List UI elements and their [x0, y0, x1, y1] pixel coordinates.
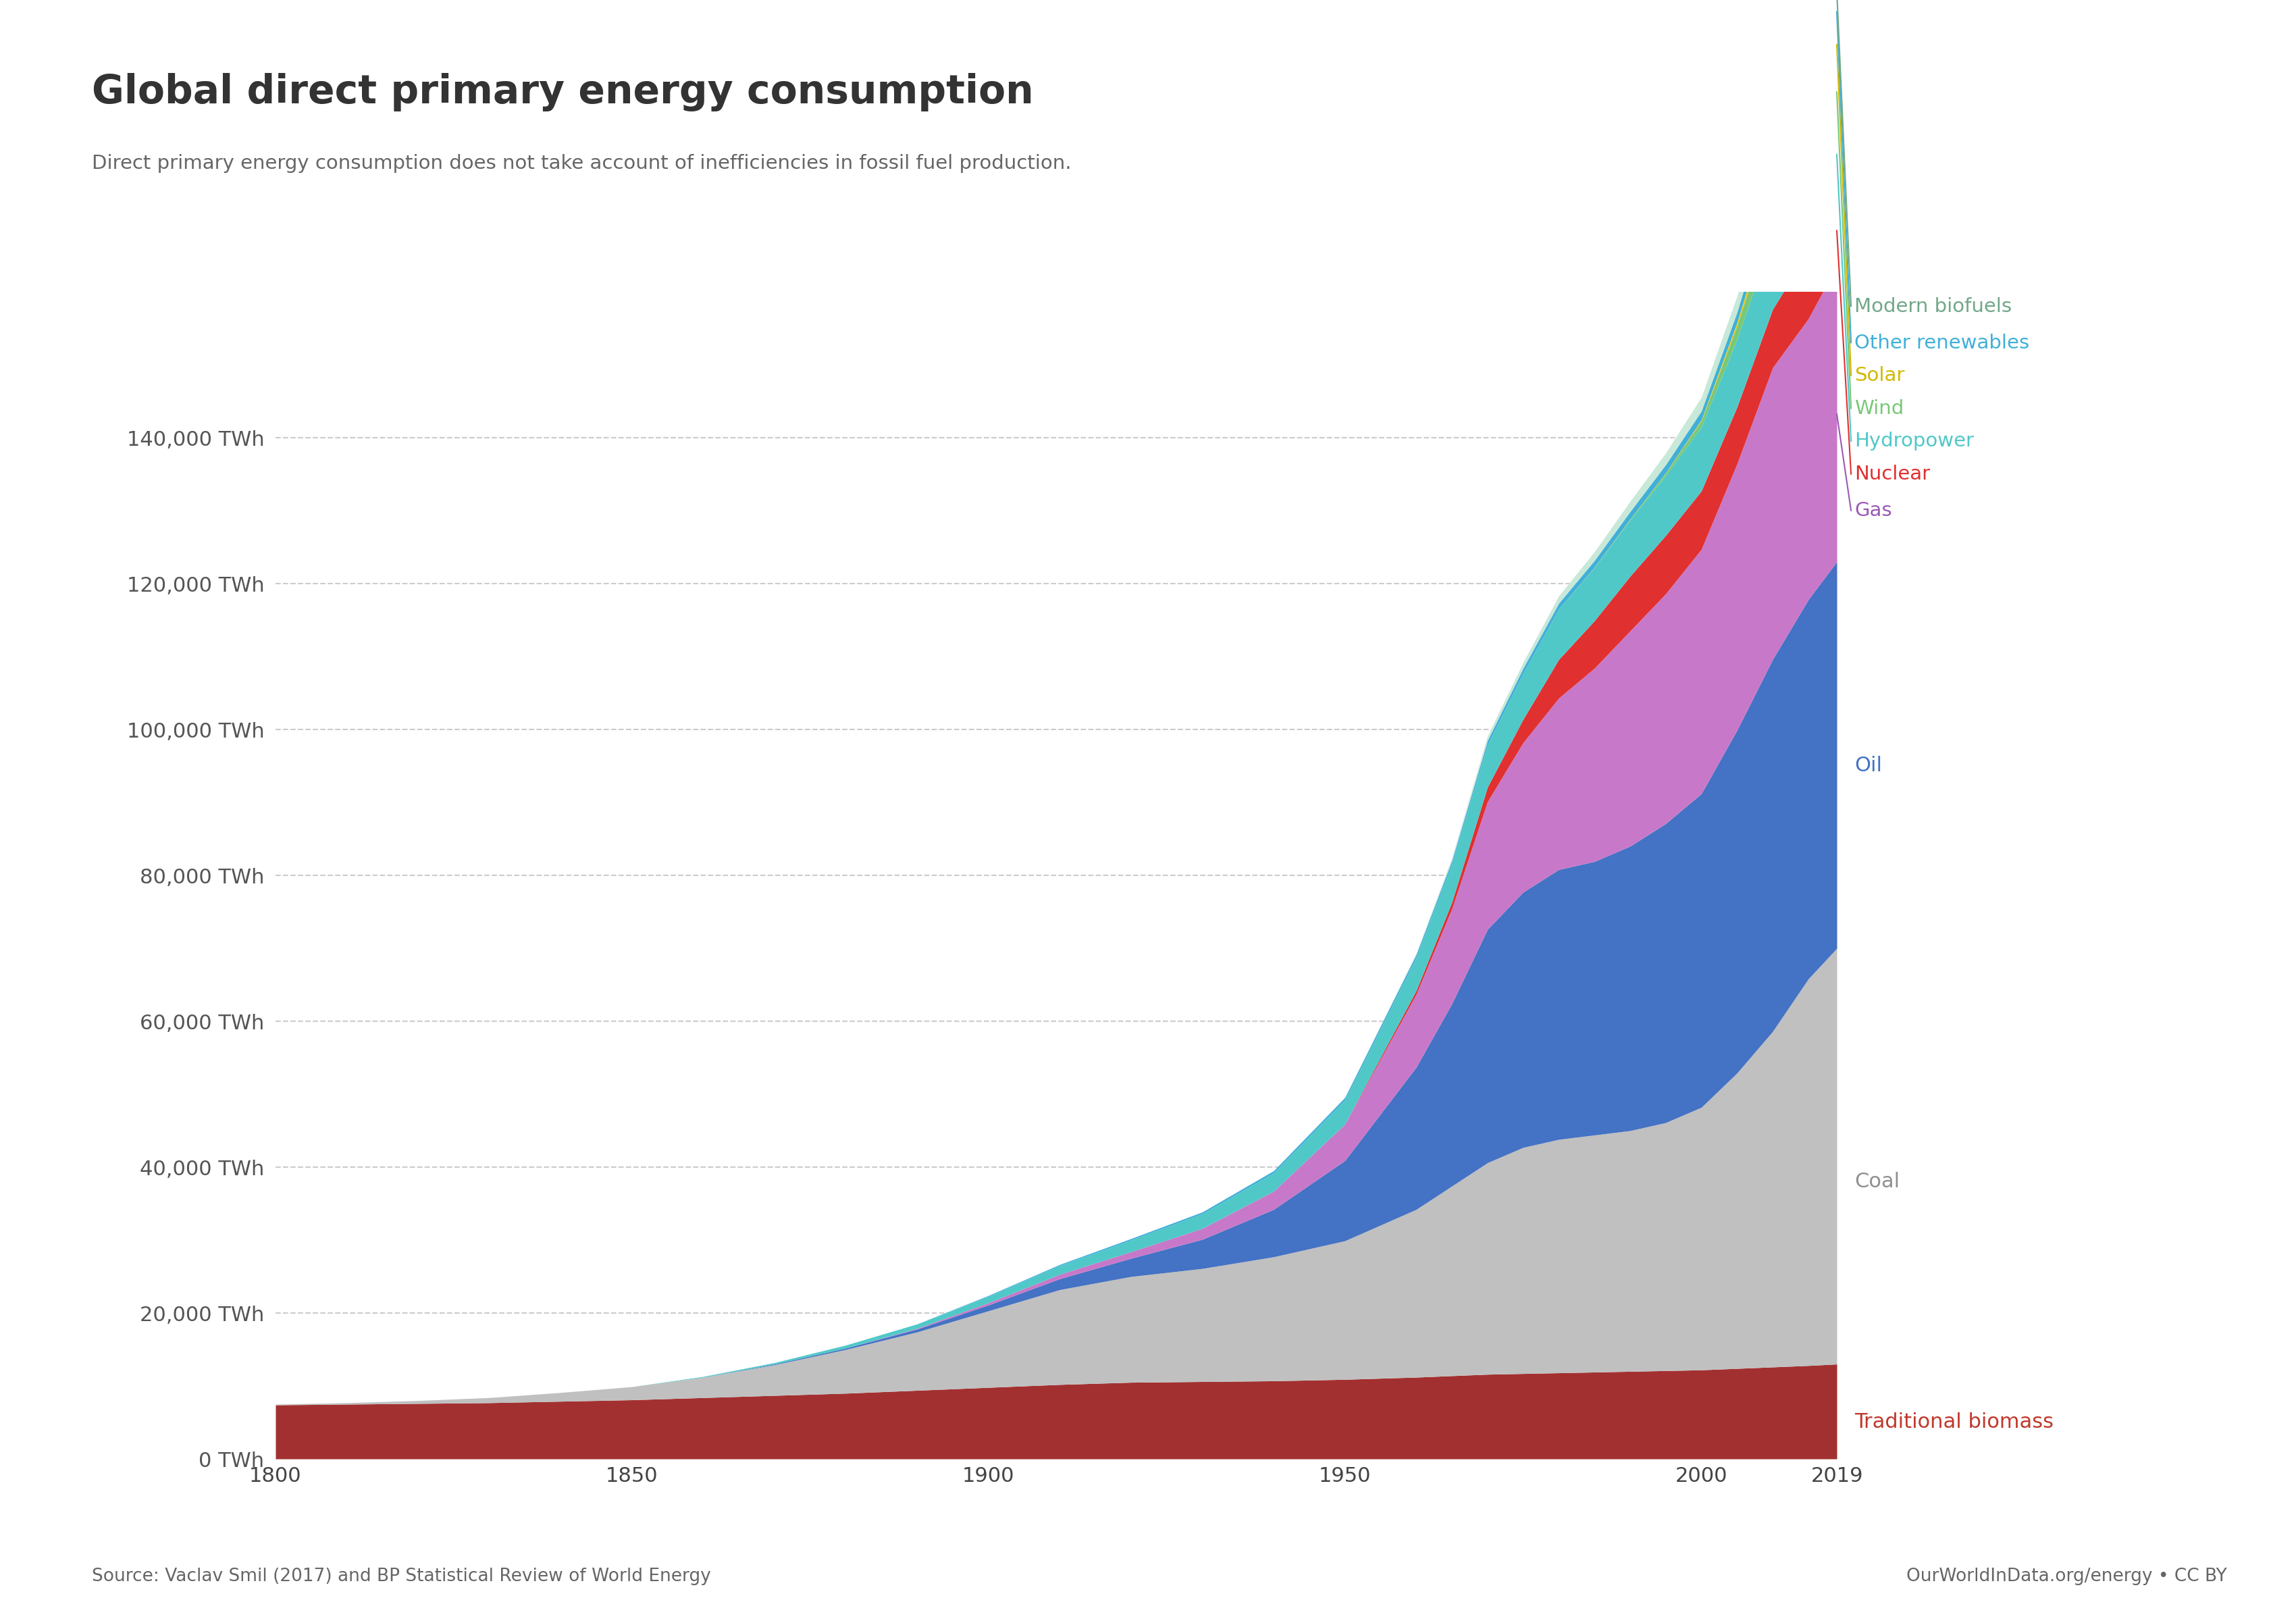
Text: Our World: Our World: [2112, 84, 2200, 97]
Text: Other renewables: Other renewables: [1855, 334, 2030, 352]
Text: Hydropower: Hydropower: [1855, 431, 1975, 451]
Text: in Data: in Data: [2126, 125, 2186, 138]
Text: Gas: Gas: [1855, 501, 1892, 520]
Text: Coal: Coal: [1855, 1172, 1901, 1191]
Text: Modern biofuels: Modern biofuels: [1855, 297, 2011, 316]
Text: Global direct primary energy consumption: Global direct primary energy consumption: [92, 73, 1033, 112]
Text: OurWorldInData.org/energy • CC BY: OurWorldInData.org/energy • CC BY: [1906, 1568, 2227, 1585]
Text: Nuclear: Nuclear: [1855, 465, 1931, 483]
Text: Oil: Oil: [1855, 755, 1883, 776]
Text: Solar: Solar: [1855, 366, 1906, 386]
Text: Direct primary energy consumption does not take account of inefficiencies in fos: Direct primary energy consumption does n…: [92, 154, 1072, 173]
Text: Source: Vaclav Smil (2017) and BP Statistical Review of World Energy: Source: Vaclav Smil (2017) and BP Statis…: [92, 1568, 712, 1585]
Text: Wind: Wind: [1855, 399, 1903, 418]
Text: Traditional biomass: Traditional biomass: [1855, 1412, 2055, 1433]
